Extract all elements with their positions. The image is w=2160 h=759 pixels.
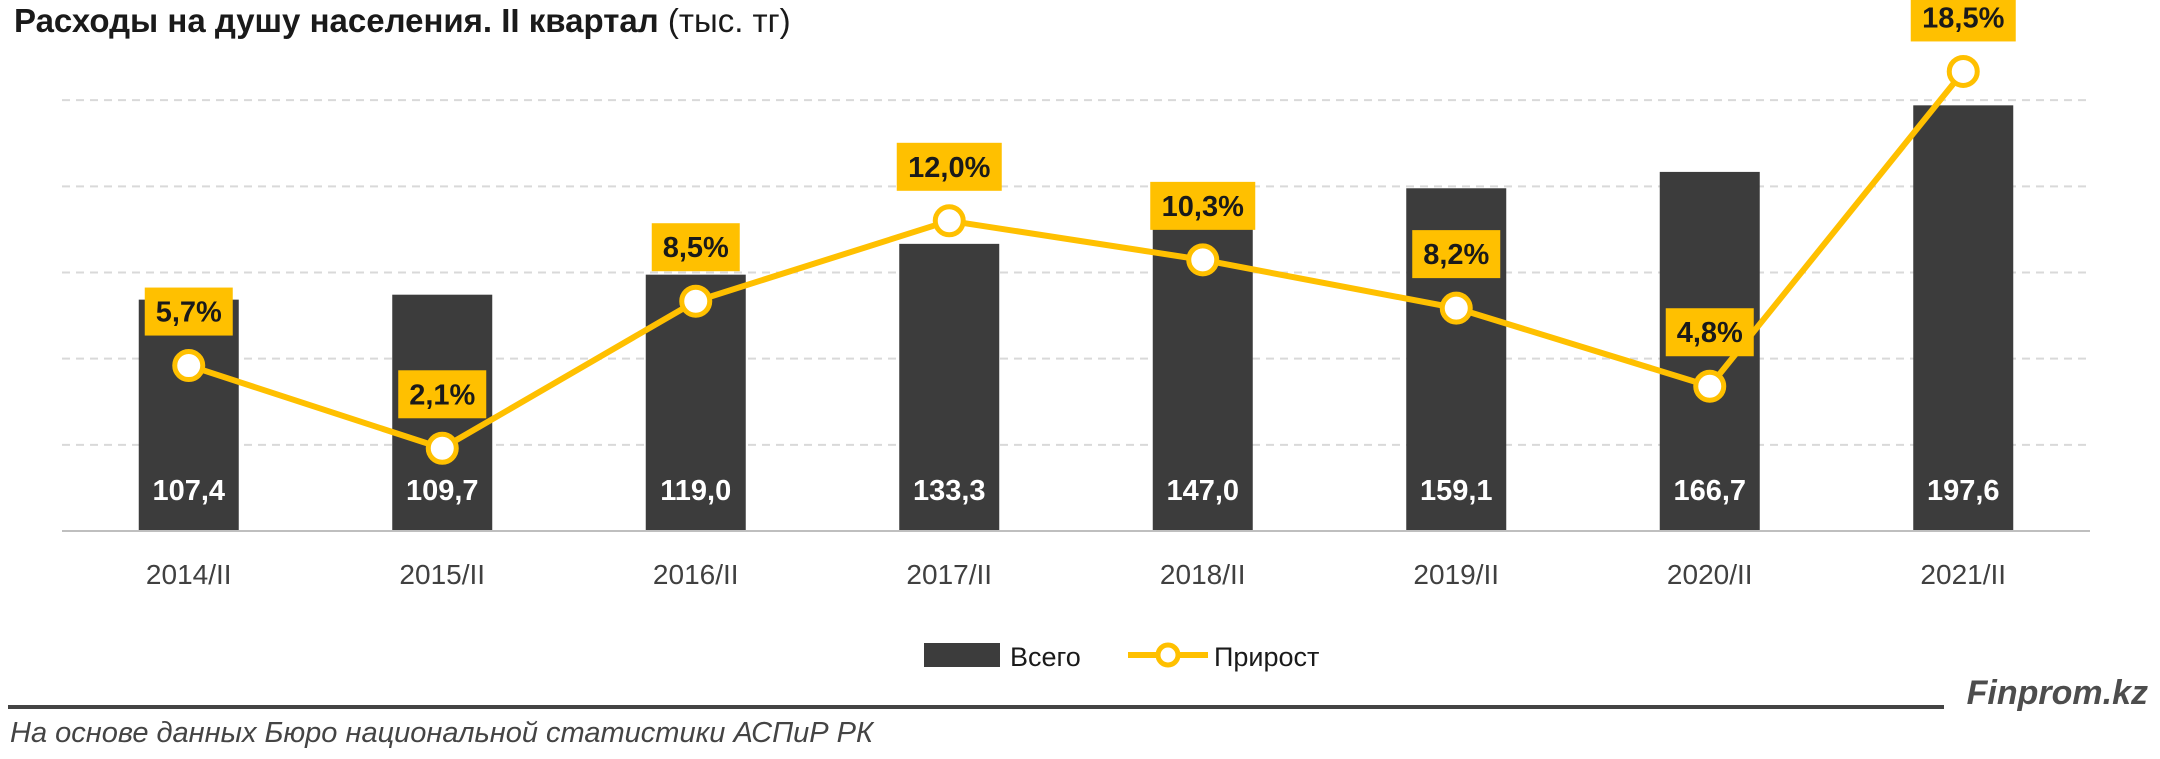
x-tick-label: 2017/II [906,559,992,590]
legend: Всего Прирост [924,642,1319,672]
line-value-label: 8,5% [663,232,729,264]
x-tick-label: 2020/II [1667,559,1753,590]
x-tick-label: 2018/II [1160,559,1246,590]
line-label-box [1150,181,1256,230]
x-tick-label: 2014/II [146,559,232,590]
line-marker [1186,243,1220,277]
bar [138,299,239,531]
x-tick-label: 2016/II [653,559,739,590]
bar-value-label: 109,7 [406,475,479,507]
line-marker [1439,291,1473,325]
bar [1913,105,2014,531]
line-label-box [1910,0,2016,42]
line-label-box [398,370,487,419]
growth-line [187,69,1966,452]
bar [899,243,1000,531]
line-marker [932,204,966,238]
line-value-label: 2,1% [409,379,475,411]
line-label-box [144,287,233,336]
bar-value-label: 166,7 [1673,475,1746,507]
bar-value-label: 107,4 [152,475,225,507]
line-marker [172,349,206,383]
legend-swatch-marker [1155,642,1181,668]
line-value-label: 5,7% [156,297,222,329]
line-label-box [1665,308,1754,357]
line-value-label: 18,5% [1922,2,2004,34]
chart-title-unit: (тыс. тг) [667,2,791,39]
bar-value-label: 197,6 [1927,475,2000,507]
x-tick-label: 2015/II [399,559,485,590]
x-tick-label: 2021/II [1920,559,2006,590]
line-marker [1693,369,1727,403]
line-marker [425,431,459,465]
legend-swatch-bar [924,643,1000,667]
x-tick-label: 2019/II [1413,559,1499,590]
chart-gridlines [62,99,2090,446]
chart: 107,4 109,7 119,0 133,3 147,0 159,1 166,7 197,6… [62,0,2090,672]
bar-value-label: 133,3 [913,475,986,507]
brand-logo: Finprom.kz [1966,674,2148,712]
bar-value-label: 159,1 [1420,475,1493,507]
line-label-box [896,142,1002,191]
line-label-box [1412,230,1501,279]
bar-value-label: 119,0 [660,475,731,507]
line-marker [1946,54,1980,88]
line-marker [679,284,713,318]
bar-value-labels: 107,4 109,7 119,0 133,3 147,0 159,1 166,7 197,6 [152,475,1999,507]
line-label-box [651,223,740,272]
line-value-label: 8,2% [1423,239,1489,271]
line-value-label: 4,8% [1677,317,1743,349]
line-value-label: 10,3% [1162,191,1244,223]
footer-divider [8,705,1944,709]
chart-title: Расходы на душу населения. II квартал (т… [14,2,791,40]
line-series: 5,7% 2,1% 8,5% 12,0% 10,3% 8,2% 4,8% 18,5% [144,0,2016,465]
source-note: На основе данных Бюро национальной стати… [10,717,874,749]
legend-label-bar: Всего [1010,642,1081,672]
line-value-label: 12,0% [908,152,990,184]
legend-label-line: Прирост [1214,642,1319,672]
chart-title-main: Расходы на душу населения. II квартал [14,2,659,39]
bar-value-label: 147,0 [1166,475,1239,507]
x-tick-labels: 2014/II 2015/II 2016/II 2017/II 2018/II 2019/… [146,559,2006,590]
